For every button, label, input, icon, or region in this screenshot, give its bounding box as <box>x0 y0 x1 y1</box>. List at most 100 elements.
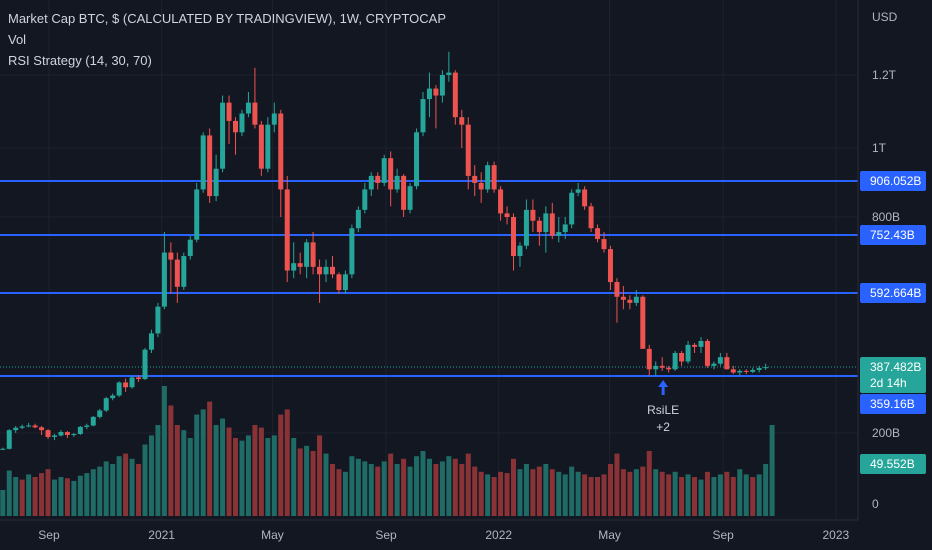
candle <box>174 252 180 303</box>
legend-volume[interactable]: Vol <box>8 32 27 47</box>
candle <box>123 378 129 392</box>
candle <box>407 182 413 214</box>
candle-body <box>394 175 400 190</box>
volume-bar <box>543 464 549 516</box>
candle <box>659 357 665 371</box>
line-price-label-3: 592.664B <box>860 283 926 303</box>
volume-bar <box>646 451 652 516</box>
volume-bar <box>504 473 510 516</box>
candle-body <box>511 217 517 257</box>
candle <box>329 256 335 279</box>
line-price-label-2-text: 752.43B <box>870 228 915 242</box>
candle-body <box>685 344 691 362</box>
candle <box>498 186 504 221</box>
current-price-box <box>860 357 926 393</box>
candle <box>536 217 542 246</box>
volume-bar <box>601 474 607 516</box>
volume-bar <box>743 474 749 516</box>
candle <box>291 242 297 279</box>
time-axis-ticks[interactable]: Sep 2021 May Sep 2022 May Sep 2023 <box>38 528 849 542</box>
candle <box>161 232 167 310</box>
legend-strategy[interactable]: RSI Strategy (14, 30, 70) <box>8 53 152 68</box>
volume-bar <box>381 461 387 516</box>
candle-body <box>220 102 226 169</box>
candle-body <box>310 242 316 267</box>
volume-bar <box>672 471 678 516</box>
candle-body <box>19 426 25 428</box>
volume-bar <box>607 464 613 516</box>
candle <box>472 165 478 197</box>
candle-body <box>297 263 303 267</box>
candle-body <box>620 296 626 300</box>
volume-bar <box>58 477 64 516</box>
volume-bar <box>291 438 297 516</box>
candle-body <box>756 368 762 370</box>
legend-title[interactable]: Market Cap BTC, $ (CALCULATED BY TRADING… <box>8 11 447 26</box>
candle <box>284 175 290 283</box>
candle-body <box>614 282 620 297</box>
candle <box>220 95 226 173</box>
candle <box>142 348 148 380</box>
candle <box>756 365 762 373</box>
volume-bar <box>588 477 594 516</box>
candle <box>562 217 568 240</box>
volume-bar <box>284 409 290 516</box>
candle <box>388 151 394 207</box>
volume-bar <box>26 474 32 516</box>
volume-bar <box>271 435 277 516</box>
candle <box>401 174 407 217</box>
time-tick-label: May <box>598 528 621 542</box>
volume-bar <box>511 458 517 516</box>
volume-bar <box>342 471 348 516</box>
volume-bar <box>245 435 251 516</box>
rsi-signal: RsiLE +2 <box>647 380 679 434</box>
volume-bars <box>0 386 775 516</box>
candle-body <box>110 395 116 399</box>
candle-body <box>317 266 323 275</box>
candle-body <box>401 175 407 210</box>
candle-body <box>426 88 432 100</box>
volume-bar <box>420 451 426 516</box>
candle-body <box>336 274 342 291</box>
candle-body <box>711 363 717 366</box>
candle <box>323 259 329 283</box>
volume-bar <box>323 453 329 516</box>
line-price-label-4: 359.16B <box>860 394 926 414</box>
candle-body <box>148 333 154 350</box>
candle-body <box>39 427 45 431</box>
candle <box>763 363 769 370</box>
volume-bar <box>329 464 335 516</box>
candle-body <box>750 369 756 372</box>
candle-body <box>71 433 77 435</box>
candle-body <box>562 224 568 233</box>
candle-body <box>329 266 335 275</box>
candle-body <box>504 213 510 217</box>
signal-arrow-up-icon <box>658 380 669 395</box>
volume-bar <box>84 473 90 516</box>
candle-body <box>465 124 471 176</box>
candle-body <box>549 213 555 236</box>
volume-bar <box>349 456 355 516</box>
candle <box>19 424 25 430</box>
volume-bar <box>297 448 303 516</box>
volume-bar <box>498 471 504 516</box>
signal-label: RsiLE <box>647 403 679 417</box>
volume-bar <box>97 466 103 516</box>
volume-bar <box>6 470 12 516</box>
candle <box>426 72 432 118</box>
volume-bar <box>45 469 51 516</box>
candle-body <box>155 306 161 334</box>
volume-bar <box>659 471 665 516</box>
volume-bar <box>200 409 206 516</box>
volume-bar <box>207 401 213 516</box>
candle-body <box>627 299 633 303</box>
candle <box>459 109 465 148</box>
chart-legend: Market Cap BTC, $ (CALCULATED BY TRADING… <box>8 8 446 71</box>
candle-body <box>245 102 251 114</box>
candle-body <box>640 296 646 349</box>
candle <box>97 408 103 419</box>
candle-body <box>187 239 193 257</box>
price-axis-ticks[interactable]: 1.2T 1T 800B 200B 0 <box>872 68 900 511</box>
volume-bar <box>252 425 258 516</box>
